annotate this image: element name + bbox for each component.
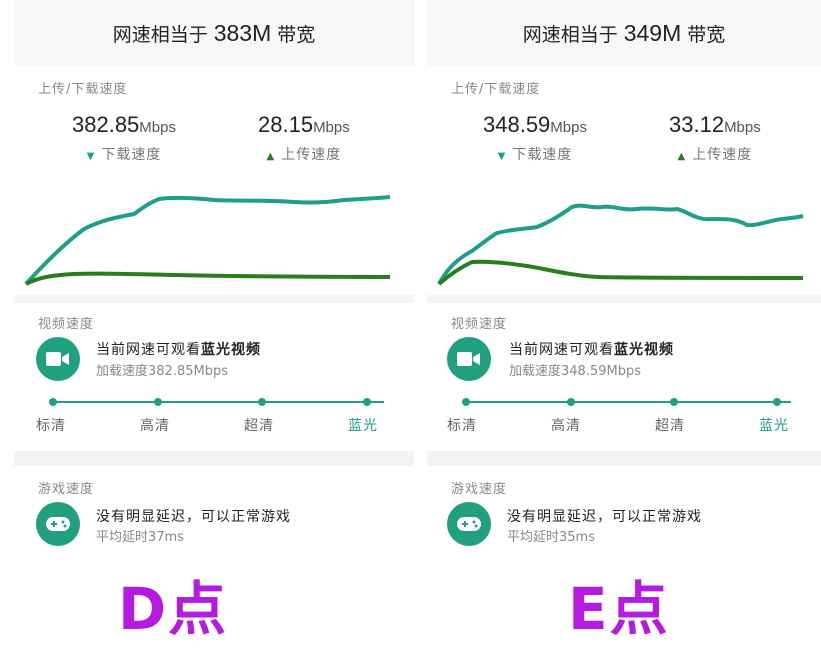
game-message: 没有明显延迟，可以正常游戏 bbox=[507, 509, 702, 525]
speed-card-title: 上传/下载速度 bbox=[451, 82, 541, 97]
upload-curve bbox=[25, 271, 391, 286]
quality-dot bbox=[567, 398, 575, 406]
video-card-title: 视频速度 bbox=[451, 317, 508, 332]
download-unit: Mbps bbox=[550, 119, 587, 136]
headline-prefix: 网速相当于 bbox=[522, 23, 618, 46]
bandwidth-headline: 网速相当于 349M 带宽 bbox=[427, 0, 821, 66]
quality-dot bbox=[49, 398, 57, 406]
speed-card: 上传/下载速度 382.85Mbps ▼ 下载速度 28.15Mbps ▲ 上传速度 bbox=[14, 66, 414, 295]
video-camera-icon bbox=[36, 337, 80, 381]
triangle-up-icon: ▲ bbox=[677, 151, 687, 162]
video-card: 视频速度 当前网速可观看蓝光视频 加载速度382.85Mbps 标清 高清 超清… bbox=[14, 303, 414, 451]
bandwidth-headline: 网速相当于 383M 带宽 bbox=[14, 0, 414, 66]
game-card-title: 游戏速度 bbox=[38, 482, 95, 497]
quality-bluray: 蓝光 bbox=[348, 418, 378, 434]
speed-card: 上传/下载速度 348.59Mbps ▼ 下载速度 33.12Mbps ▲ 上传速度 bbox=[427, 66, 821, 295]
video-load-speed: 加载速度348.59Mbps bbox=[509, 364, 641, 379]
video-card: 视频速度 当前网速可观看蓝光视频 加载速度348.59Mbps 标清 高清 超清… bbox=[427, 303, 821, 451]
download-stat: 382.85Mbps ▼ 下载速度 bbox=[72, 112, 176, 164]
quality-dot bbox=[154, 398, 162, 406]
video-quality-highlight: 蓝光视频 bbox=[614, 342, 674, 358]
quality-dot bbox=[363, 398, 371, 406]
speed-card-title: 上传/下载速度 bbox=[38, 82, 128, 97]
triangle-down-icon: ▼ bbox=[497, 151, 507, 162]
download-unit: Mbps bbox=[139, 119, 176, 136]
game-card-title: 游戏速度 bbox=[451, 482, 508, 497]
upload-curve bbox=[437, 259, 804, 286]
headline-suffix: 带宽 bbox=[277, 23, 316, 46]
speed-result-panel-e: 网速相当于 349M 带宽 上传/下载速度 348.59Mbps ▼ 下载速度 3… bbox=[427, 0, 821, 568]
video-camera-icon bbox=[447, 337, 491, 381]
speed-chart bbox=[437, 203, 804, 286]
quality-dot bbox=[462, 398, 470, 406]
upload-label: 上传速度 bbox=[281, 147, 342, 163]
upload-unit: Mbps bbox=[313, 119, 350, 136]
game-message: 没有明显延迟，可以正常游戏 bbox=[96, 509, 291, 525]
download-label: 下载速度 bbox=[101, 147, 162, 163]
download-stat: 348.59Mbps ▼ 下载速度 bbox=[483, 112, 587, 164]
quality-bluray: 蓝光 bbox=[759, 418, 789, 434]
gamepad-icon bbox=[447, 502, 491, 546]
quality-sd: 标清 bbox=[447, 418, 477, 434]
game-card: 游戏速度 没有明显延迟，可以正常游戏 平均延时37ms bbox=[14, 466, 414, 568]
headline-value: 383M bbox=[213, 19, 272, 46]
game-latency: 平均延时35ms bbox=[507, 530, 595, 545]
upload-unit: Mbps bbox=[724, 119, 761, 136]
download-label: 下载速度 bbox=[512, 147, 573, 163]
headline-prefix: 网速相当于 bbox=[112, 23, 208, 46]
video-card-title: 视频速度 bbox=[38, 317, 95, 332]
upload-value: 33.12 bbox=[669, 112, 725, 137]
quality-hd: 高清 bbox=[551, 418, 581, 434]
game-card: 游戏速度 没有明显延迟，可以正常游戏 平均延时35ms bbox=[427, 466, 821, 568]
video-load-speed: 加载速度382.85Mbps bbox=[96, 364, 228, 379]
quality-dot bbox=[670, 398, 678, 406]
upload-value: 28.15 bbox=[258, 112, 314, 137]
upload-stat: 33.12Mbps ▲ 上传速度 bbox=[669, 112, 761, 164]
triangle-up-icon: ▲ bbox=[266, 151, 276, 162]
quality-fhd: 超清 bbox=[244, 418, 274, 434]
quality-dot bbox=[773, 398, 781, 406]
quality-track bbox=[462, 398, 791, 406]
headline-value: 349M bbox=[623, 19, 682, 46]
triangle-down-icon: ▼ bbox=[86, 151, 96, 162]
game-latency: 平均延时37ms bbox=[96, 530, 184, 545]
video-message-prefix: 当前网速可观看 bbox=[509, 342, 614, 358]
point-label-e: E点 bbox=[568, 575, 670, 643]
video-message: 当前网速可观看蓝光视频 bbox=[509, 339, 674, 359]
speed-chart bbox=[24, 195, 391, 286]
video-message: 当前网速可观看蓝光视频 bbox=[96, 339, 261, 359]
gamepad-icon bbox=[36, 502, 80, 546]
upload-label: 上传速度 bbox=[692, 147, 753, 163]
quality-hd: 高清 bbox=[140, 418, 170, 434]
quality-track bbox=[49, 398, 384, 406]
point-label-d: D点 bbox=[118, 575, 229, 643]
headline-suffix: 带宽 bbox=[687, 23, 726, 46]
download-value: 382.85 bbox=[72, 112, 140, 137]
quality-dot bbox=[258, 398, 266, 406]
video-message-prefix: 当前网速可观看 bbox=[96, 342, 201, 358]
download-value: 348.59 bbox=[483, 112, 551, 137]
quality-sd: 标清 bbox=[36, 418, 66, 434]
quality-fhd: 超清 bbox=[655, 418, 685, 434]
download-curve bbox=[437, 203, 804, 285]
speed-result-panel-d: 网速相当于 383M 带宽 上传/下载速度 382.85Mbps ▼ 下载速度 2… bbox=[14, 0, 414, 568]
video-quality-highlight: 蓝光视频 bbox=[201, 342, 261, 358]
upload-stat: 28.15Mbps ▲ 上传速度 bbox=[258, 112, 350, 164]
download-curve bbox=[24, 195, 391, 286]
